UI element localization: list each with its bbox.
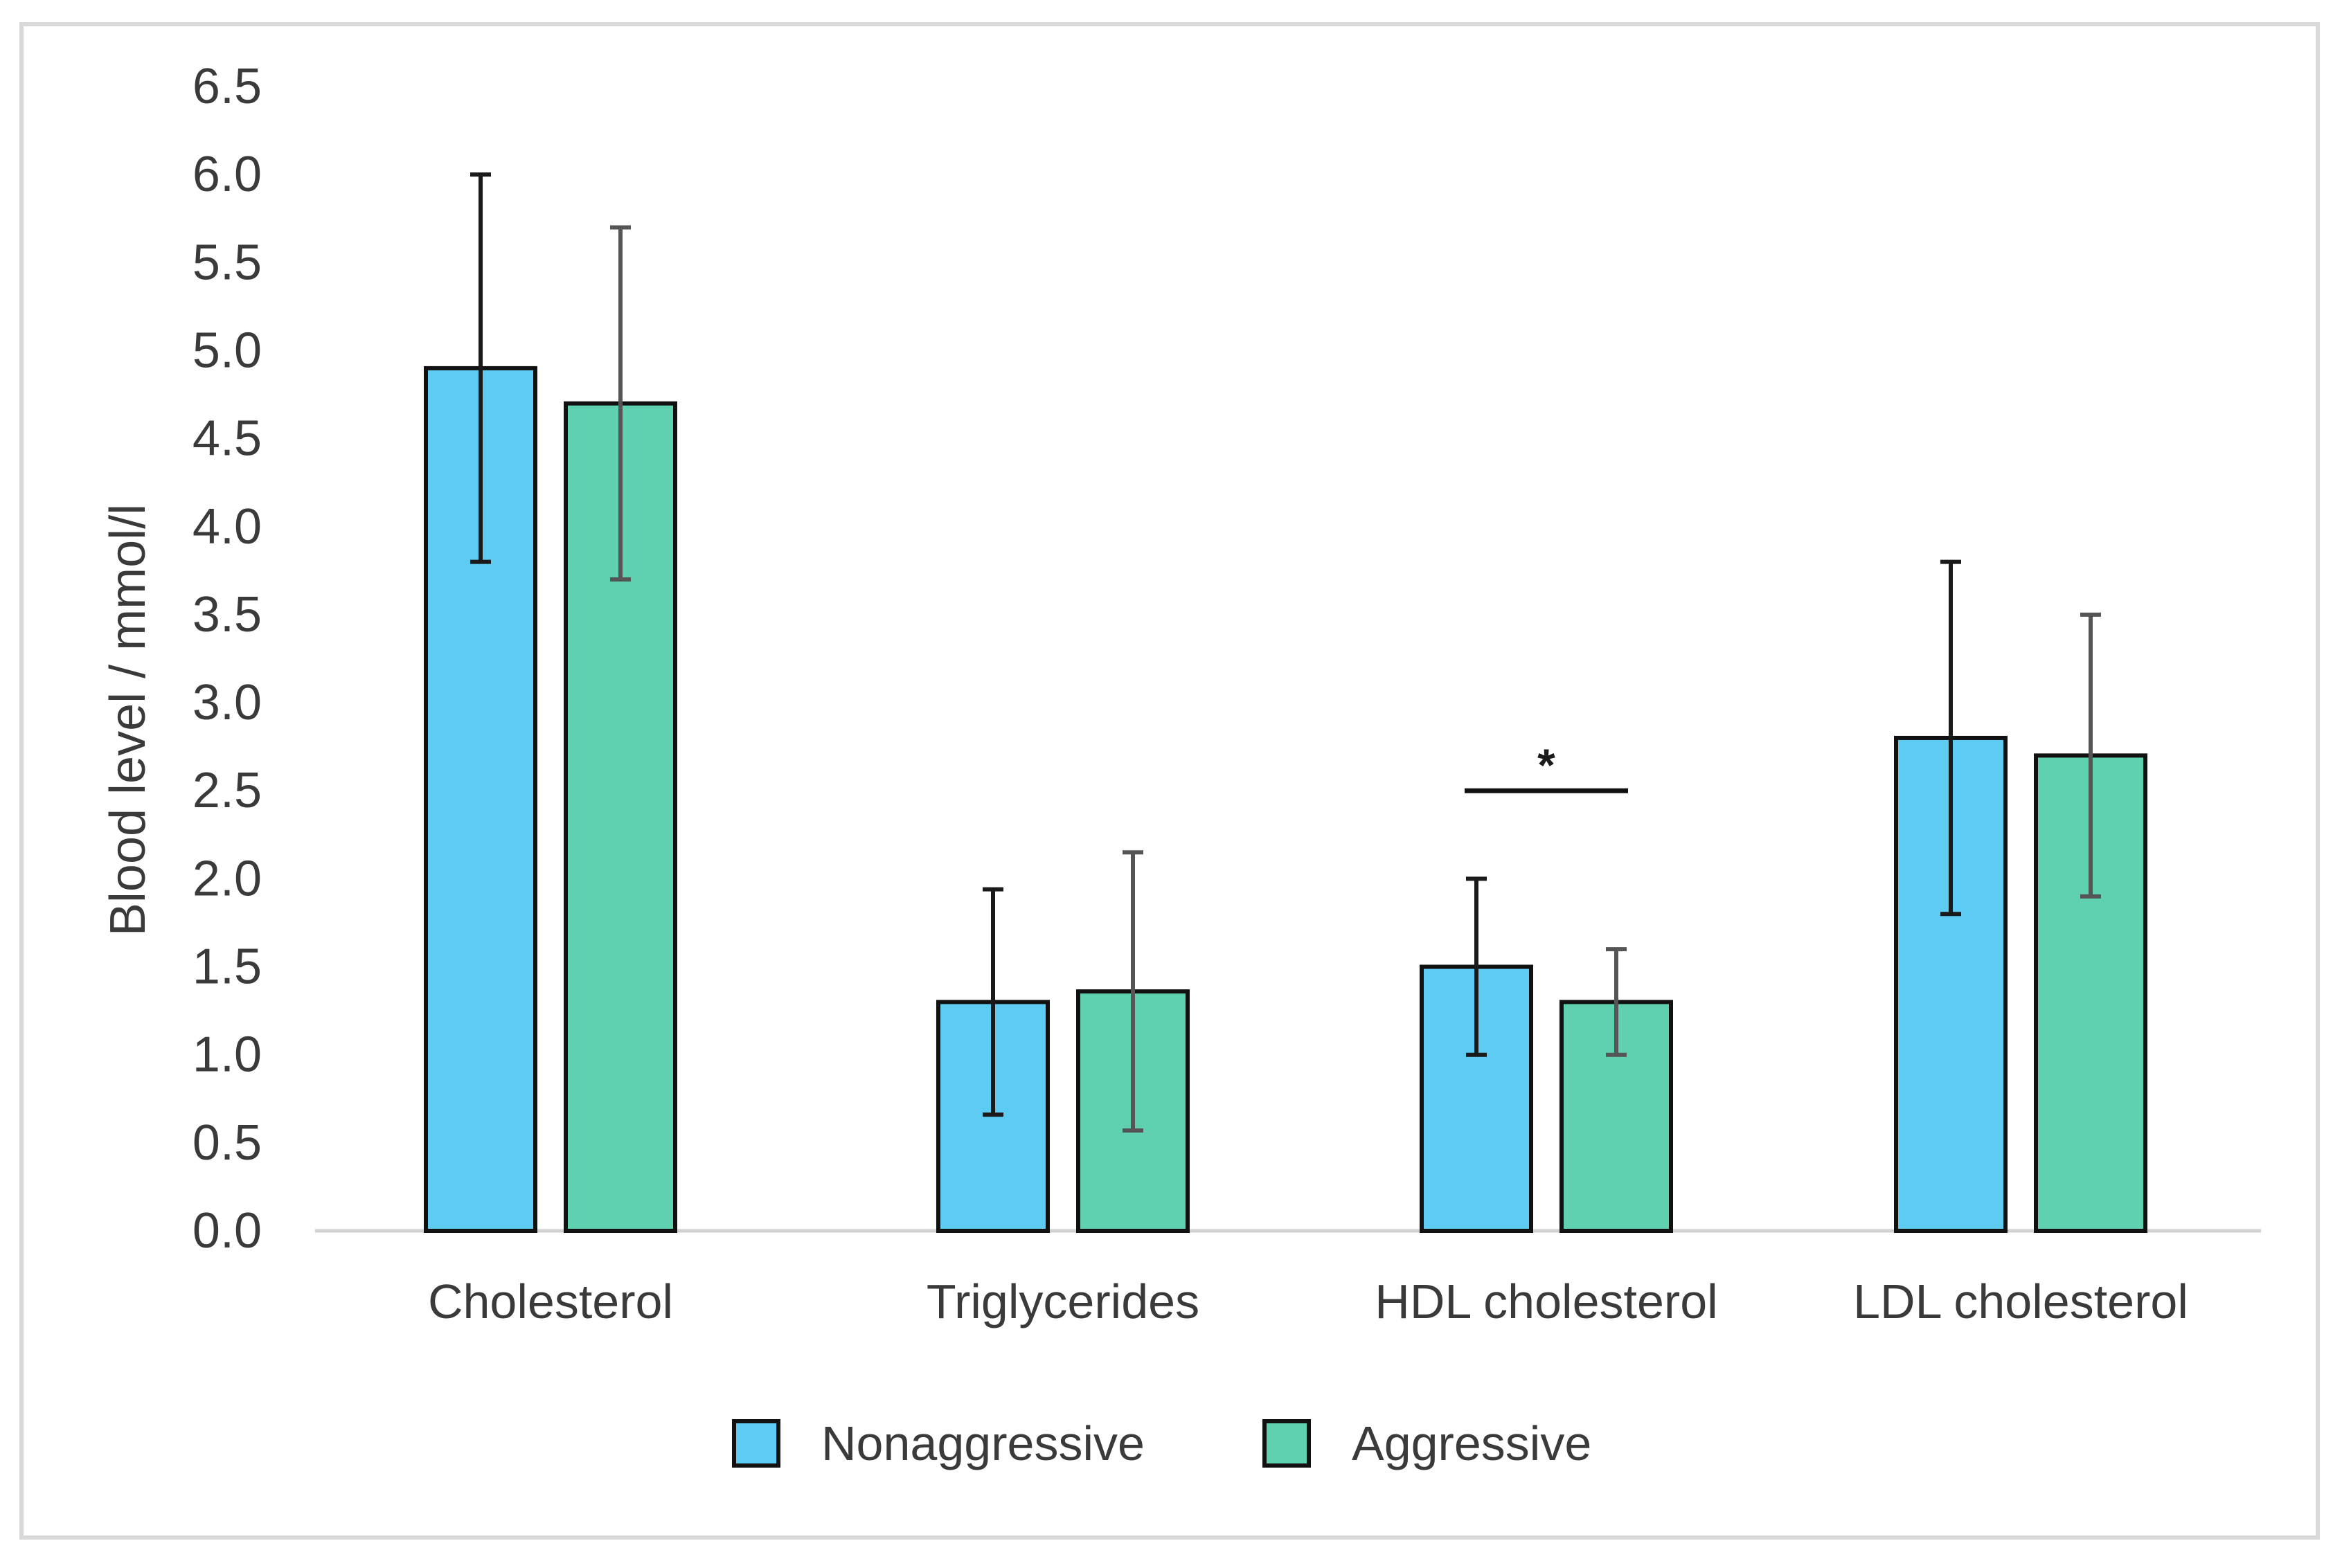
error-bar-nonaggressive-cholesterol: [470, 172, 491, 564]
error-bars-group: [470, 172, 2101, 1133]
y-tick-label: 3.5: [193, 587, 262, 642]
y-tick-label: 4.0: [193, 499, 262, 555]
category-label-triglycerides: Triglycerides: [927, 1274, 1199, 1328]
error-bar-nonaggressive-ldl-cholesterol: [1940, 559, 1961, 917]
legend-label-nonaggressive: Nonaggressive: [821, 1416, 1145, 1470]
bar-nonaggressive-hdl-cholesterol: [1420, 964, 1533, 1233]
category-label-cholesterol: Cholesterol: [428, 1274, 673, 1328]
significance-asterisk: *: [1537, 739, 1555, 791]
error-bar-nonaggressive-hdl-cholesterol: [1466, 876, 1487, 1057]
y-axis-title: Blood level / mmol/l: [100, 504, 156, 936]
error-bar-aggressive-cholesterol: [610, 225, 631, 582]
y-axis-ticks: 0.0 0.5 1.0 1.5 2.0 2.5 3.0 3.5 4.0 4.5 5.0 5.5 6.0 6…: [193, 59, 262, 1259]
y-tick-label: 0.5: [193, 1115, 262, 1171]
y-tick-label: 5.0: [193, 323, 262, 378]
error-bar-aggressive-ldl-cholesterol: [2080, 612, 2101, 899]
legend-label-aggressive: Aggressive: [1352, 1416, 1591, 1470]
legend-item-nonaggressive: Nonaggressive: [732, 1416, 1145, 1470]
legend-swatch-aggressive: [1262, 1419, 1311, 1468]
y-tick-label: 2.0: [193, 851, 262, 906]
legend-swatch-nonaggressive: [732, 1419, 780, 1468]
y-tick-label: 5.5: [193, 235, 262, 290]
category-label-hdl-cholesterol: HDL cholesterol: [1375, 1274, 1717, 1328]
legend: Nonaggressive Aggressive: [732, 1416, 1591, 1470]
error-bar-aggressive-hdl-cholesterol: [1606, 947, 1627, 1057]
error-bar-nonaggressive-triglycerides: [983, 887, 1003, 1117]
error-bar-aggressive-triglycerides: [1123, 850, 1143, 1133]
y-tick-label: 6.0: [193, 147, 262, 202]
y-tick-label: 4.5: [193, 411, 262, 467]
y-tick-label: 2.5: [193, 763, 262, 818]
bars-group: [424, 366, 2147, 1234]
y-tick-label: 3.0: [193, 675, 262, 730]
category-labels: Cholesterol Triglycerides HDL cholesterol L…: [428, 1274, 2188, 1328]
legend-item-aggressive: Aggressive: [1262, 1416, 1591, 1470]
y-tick-label: 0.0: [193, 1203, 262, 1259]
y-axis-title-group: Blood level / mmol/l: [100, 504, 156, 936]
annotations-group: *: [1465, 739, 1628, 793]
y-tick-label: 6.5: [193, 59, 262, 114]
y-tick-label: 1.0: [193, 1027, 262, 1083]
category-label-ldl-cholesterol: LDL cholesterol: [1853, 1274, 2188, 1328]
y-tick-label: 1.5: [193, 939, 262, 995]
